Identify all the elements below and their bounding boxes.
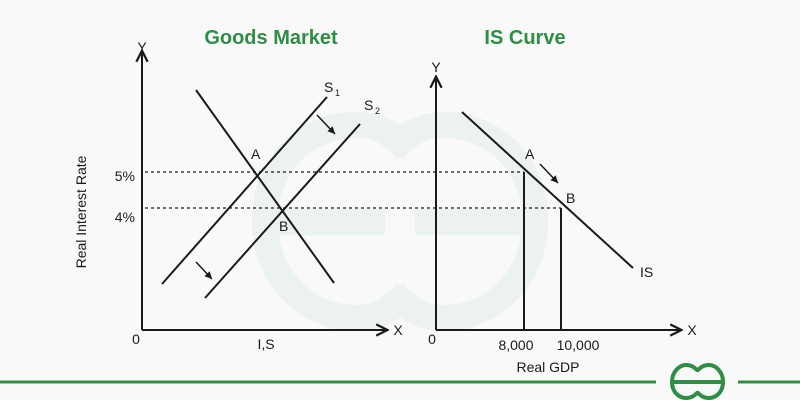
left-x-quantity-label: I,S — [257, 336, 274, 352]
s2-label: S — [364, 97, 373, 113]
geeksforgeeks-logo-icon — [669, 362, 726, 400]
s1-label: S — [324, 79, 333, 95]
real-gdp-label: Real GDP — [516, 359, 579, 375]
left-x-axis-label: X — [393, 322, 403, 338]
left-point-a: A — [251, 146, 261, 162]
left-origin-label: 0 — [132, 331, 140, 347]
is-curve-label: IS — [640, 264, 653, 280]
s2-subscript: 2 — [375, 106, 380, 116]
rate-5-label: 5% — [115, 168, 135, 184]
gdp-10000-label: 10,000 — [557, 337, 600, 353]
is-curve-title: IS Curve — [484, 27, 565, 49]
left-point-b: B — [279, 218, 288, 234]
goods-market-title: Goods Market — [204, 27, 338, 49]
movement-arrow-icon — [539, 163, 559, 184]
shift-arrow-icon — [195, 261, 213, 280]
savings-curve-s2 — [204, 123, 361, 299]
right-origin-label: 0 — [428, 331, 436, 347]
right-x-axis-label: X — [687, 322, 697, 338]
rate-4-label: 4% — [115, 209, 135, 225]
geeksforgeeks-watermark-icon — [251, 111, 549, 332]
right-point-a: A — [525, 146, 535, 162]
right-point-b: B — [566, 190, 575, 206]
goods-market-panel: Goods Market Y X 0 I,S Real Interest Rat… — [73, 27, 403, 352]
right-y-axis-label: Y — [431, 59, 441, 75]
is-curve-panel: IS Curve Y X 0 IS A B 8,000 10,000 Real … — [428, 27, 697, 375]
gdp-8000-label: 8,000 — [498, 337, 533, 353]
shift-arrow-icon — [316, 114, 336, 135]
savings-curve-s1 — [161, 96, 328, 285]
is-curve-line — [461, 111, 634, 269]
investment-curve — [195, 89, 335, 284]
left-y-axis-label: Y — [137, 39, 147, 55]
left-y-quantity-label: Real Interest Rate — [73, 155, 89, 268]
s1-subscript: 1 — [335, 88, 340, 98]
